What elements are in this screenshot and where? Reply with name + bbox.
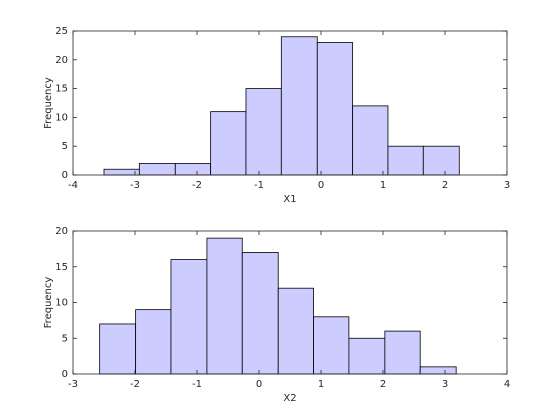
bar xyxy=(422,145,460,176)
bar xyxy=(135,309,172,375)
bar xyxy=(313,316,350,375)
axes-frame xyxy=(72,30,508,176)
bar xyxy=(384,330,421,375)
y-tick-label: 0 xyxy=(62,369,68,380)
x-tick-label: -1 xyxy=(254,180,264,191)
x-axis-label: X2 xyxy=(283,393,296,404)
x-tick-label: 2 xyxy=(442,180,448,191)
x-tick-label: 3 xyxy=(442,379,448,390)
y-tick-label: 25 xyxy=(55,26,68,37)
x-tick-label: 1 xyxy=(380,180,386,191)
x-tick-label: 1 xyxy=(318,379,324,390)
y-tick-label: 15 xyxy=(55,262,68,273)
x-tick-label: -3 xyxy=(130,180,140,191)
y-tick-label: 5 xyxy=(62,141,68,152)
bar xyxy=(241,252,279,375)
x-tick-label: 0 xyxy=(256,379,262,390)
bar xyxy=(210,111,247,176)
y-tick-label: 5 xyxy=(62,333,68,344)
y-tick-label: 15 xyxy=(55,84,68,95)
y-tick-label: 20 xyxy=(55,226,68,237)
bar xyxy=(419,366,457,375)
bar xyxy=(174,163,212,176)
x-tick-label: 3 xyxy=(504,180,510,191)
x-tick-label: -4 xyxy=(68,180,78,191)
y-tick-label: 10 xyxy=(55,112,68,123)
bar xyxy=(348,337,386,375)
bar xyxy=(387,145,424,176)
bar xyxy=(277,287,314,375)
y-tick-label: 0 xyxy=(62,170,68,181)
y-tick-label: 10 xyxy=(55,298,68,309)
bar xyxy=(280,36,318,176)
x-tick-label: -1 xyxy=(192,379,202,390)
x-tick-label: -2 xyxy=(130,379,140,390)
x-tick-label: -2 xyxy=(192,180,202,191)
y-tick-label: 20 xyxy=(55,55,68,66)
y-axis-label: Frequency xyxy=(43,277,54,329)
bar xyxy=(103,168,140,176)
x-tick-label: 2 xyxy=(380,379,386,390)
bar xyxy=(352,105,389,176)
bar xyxy=(170,259,208,375)
x-axis-label: X1 xyxy=(283,194,296,205)
bar xyxy=(138,163,176,176)
bar xyxy=(206,237,243,375)
y-axis-label: Frequency xyxy=(43,77,54,129)
bar xyxy=(245,88,282,176)
x-tick-label: 4 xyxy=(504,379,510,390)
x-tick-label: -3 xyxy=(68,379,78,390)
bar xyxy=(316,42,354,176)
bar xyxy=(99,323,137,375)
x-tick-label: 0 xyxy=(318,180,324,191)
